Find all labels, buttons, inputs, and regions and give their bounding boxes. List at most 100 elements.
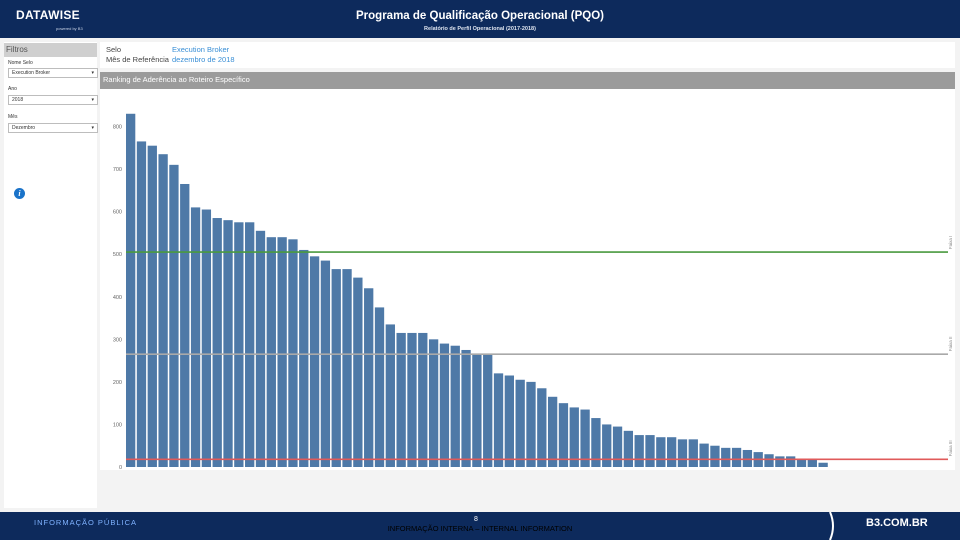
chart-bar[interactable]: [180, 183, 190, 467]
chart-bar[interactable]: [266, 237, 276, 467]
chart-bar[interactable]: [439, 343, 450, 467]
chart-bar[interactable]: [201, 209, 212, 467]
chart-bar[interactable]: [515, 379, 525, 467]
info-icon[interactable]: i: [14, 188, 25, 199]
chart-bar[interactable]: [731, 447, 742, 467]
y-tick-label: 800: [113, 125, 122, 131]
chart-bar[interactable]: [223, 220, 233, 467]
chart-bar[interactable]: [342, 269, 352, 467]
filter-select-mes[interactable]: Dezembro ▾: [8, 123, 98, 133]
mes-referencia-label: Mês de Referência: [106, 55, 169, 64]
chart-bar[interactable]: [764, 454, 774, 467]
chart-bar[interactable]: [742, 449, 753, 467]
chart-bar[interactable]: [255, 230, 266, 467]
chart-bar[interactable]: [612, 426, 623, 467]
chart-bar[interactable]: [796, 458, 807, 467]
chart-bar[interactable]: [493, 373, 504, 467]
chart-bar[interactable]: [580, 409, 590, 467]
chart-bar[interactable]: [309, 256, 320, 467]
chart-bar[interactable]: [602, 424, 612, 467]
chart-bar[interactable]: [472, 354, 482, 467]
chart-bar[interactable]: [277, 237, 287, 467]
chart-bar[interactable]: [623, 430, 634, 467]
chart-bar[interactable]: [656, 437, 666, 467]
chart-bar[interactable]: [320, 260, 331, 467]
y-tick-label: 500: [113, 252, 122, 258]
chart-bar[interactable]: [710, 445, 720, 467]
chart-bar[interactable]: [775, 456, 785, 467]
ranking-chart-svg: 0 100 200 300 400 500 600 700 800 Faixa I Faixa II…: [113, 113, 953, 470]
ranking-chart: 0 100 200 300 400 500 600 700 800 Faixa I Faixa II…: [100, 89, 955, 470]
classification-left: INFORMAÇÃO PÚBLICA: [34, 518, 138, 527]
filter-select-nome-selo[interactable]: Execution Broker ▾: [8, 68, 98, 78]
y-tick-label: 200: [113, 380, 122, 386]
filter-value-mes: Dezembro: [12, 125, 36, 131]
chart-bar[interactable]: [212, 218, 222, 467]
chart-bar[interactable]: [169, 164, 179, 467]
chart-bar[interactable]: [245, 222, 255, 467]
selo-label: Selo: [106, 45, 122, 54]
filter-label-nome-selo: Nome Selo: [8, 60, 33, 66]
chart-bar[interactable]: [396, 332, 406, 467]
report-footer: INFORMAÇÃO PÚBLICA 8 B3.COM.BR: [0, 512, 960, 540]
chart-bar[interactable]: [504, 375, 514, 468]
chart-bar[interactable]: [537, 388, 547, 467]
chart-bar[interactable]: [450, 345, 460, 467]
report-title: Programa de Qualificação Operacional (PQ…: [356, 10, 604, 22]
chart-footer-space: [100, 470, 955, 508]
chart-bar[interactable]: [353, 277, 363, 467]
report-subtitle: Relatório de Perfil Operacional (2017-20…: [424, 26, 536, 32]
chart-bar[interactable]: [699, 443, 709, 467]
chart-bar[interactable]: [190, 207, 201, 467]
chart-bar[interactable]: [126, 113, 136, 467]
chart-bar[interactable]: [645, 435, 655, 467]
report-header: DATAWISE powered by B3 Programa de Quali…: [0, 0, 960, 38]
chart-bar[interactable]: [483, 354, 493, 467]
chart-bar[interactable]: [677, 439, 688, 467]
chart-bar[interactable]: [818, 462, 828, 467]
footer-brand[interactable]: B3.COM.BR: [866, 517, 928, 529]
chart-bar[interactable]: [364, 288, 374, 467]
chart-bar[interactable]: [807, 458, 817, 467]
y-tick-label: 400: [113, 295, 122, 301]
chart-bar[interactable]: [526, 381, 536, 467]
reference-line-label: Faixa II: [948, 336, 953, 351]
reference-line-label: Faixa III: [948, 440, 953, 456]
chart-bar[interactable]: [158, 154, 168, 467]
chart-bar[interactable]: [428, 339, 439, 467]
reference-line-label: Faixa I: [948, 236, 953, 250]
chart-bar[interactable]: [634, 435, 644, 467]
selo-value: Execution Broker: [172, 45, 230, 54]
chart-bar[interactable]: [721, 447, 731, 467]
dropdown-caret-icon: ▾: [91, 125, 94, 131]
y-tick-label: 300: [113, 337, 122, 343]
chart-bar[interactable]: [385, 324, 395, 467]
chart-bar[interactable]: [299, 249, 309, 467]
filters-panel: Filtros Nome Selo Execution Broker ▾ Ano…: [4, 42, 98, 508]
chart-bar[interactable]: [569, 407, 579, 467]
y-tick-label: 700: [113, 167, 122, 173]
filters-title: Filtros: [6, 45, 28, 54]
filter-select-ano[interactable]: 2018 ▾: [8, 95, 98, 105]
chart-bar[interactable]: [461, 349, 471, 467]
chart-bar[interactable]: [288, 239, 298, 467]
chart-bar[interactable]: [667, 437, 677, 467]
chart-bar[interactable]: [688, 439, 698, 467]
chart-header-bar: Ranking de Aderência ao Roteiro Específi…: [100, 72, 955, 89]
filter-label-mes: Mês: [8, 114, 18, 120]
chart-bar[interactable]: [786, 456, 796, 467]
chart-bar[interactable]: [418, 332, 428, 467]
chart-bar[interactable]: [547, 396, 558, 467]
chart-bar[interactable]: [591, 418, 601, 467]
chart-bar[interactable]: [147, 145, 157, 467]
chart-bar[interactable]: [234, 222, 244, 467]
y-tick-label: 0: [119, 465, 122, 470]
page-number: 8: [474, 516, 478, 523]
chart-bar[interactable]: [374, 307, 385, 467]
chart-bar[interactable]: [407, 332, 417, 467]
chart-bar[interactable]: [136, 141, 147, 467]
chart-bar[interactable]: [558, 403, 569, 467]
chart-bar[interactable]: [331, 269, 341, 467]
filter-value-ano: 2018: [12, 97, 24, 103]
